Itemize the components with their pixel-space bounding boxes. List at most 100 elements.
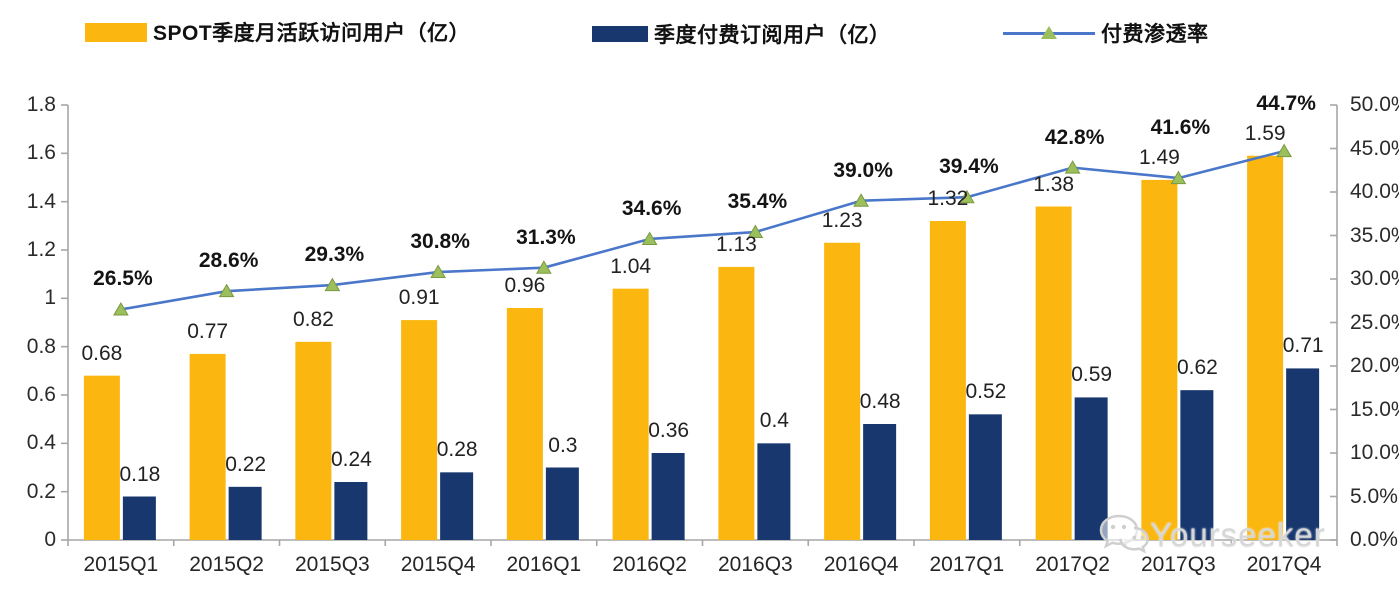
y-axis-tick-label: 1.8 xyxy=(26,93,56,116)
subscribers-bar xyxy=(228,486,262,540)
y-axis-tick-label: 0.4 xyxy=(26,431,56,455)
subscribers-value-label: 0.48 xyxy=(859,390,901,413)
x-axis-tick-label: 2015Q1 xyxy=(83,553,159,576)
x-axis-tick-label: 2016Q1 xyxy=(506,553,582,576)
subscribers-value-label: 0.22 xyxy=(225,452,267,476)
y2-axis-tick-label: 25.0% xyxy=(1350,310,1399,334)
penetration-value-label: 42.8% xyxy=(1044,125,1105,149)
y2-axis-tick-label: 40.0% xyxy=(1350,180,1399,203)
mau-bar xyxy=(1035,206,1072,540)
subscribers-value-label: 0.36 xyxy=(648,419,690,442)
subscribers-value-label: 0.62 xyxy=(1176,356,1218,380)
mau-bar xyxy=(718,266,755,540)
y2-axis-tick-label: 0.0% xyxy=(1350,528,1398,551)
penetration-value-label: 28.6% xyxy=(198,249,259,273)
mau-bar xyxy=(1141,179,1178,540)
subscribers-bar xyxy=(334,482,368,540)
mau-value-label: 0.77 xyxy=(187,319,229,343)
subscribers-bar xyxy=(757,443,791,540)
subscribers-value-label: 0.3 xyxy=(548,433,578,457)
x-axis-tick-label: 2017Q3 xyxy=(1141,553,1216,576)
legend-item-mau: SPOT季度月活跃访问用户（亿） xyxy=(85,19,470,45)
penetration-value-label: 34.6% xyxy=(621,196,682,220)
subscribers-value-label: 0.59 xyxy=(1071,363,1113,387)
penetration-marker xyxy=(1064,160,1081,174)
penetration-marker xyxy=(959,189,975,204)
mau-value-label: 1.04 xyxy=(610,254,652,278)
x-axis-tick-label: 2015Q3 xyxy=(295,553,370,576)
penetration-value-label: 29.3% xyxy=(304,243,365,267)
penetration-marker xyxy=(747,224,764,239)
mau-legend-swatch xyxy=(85,22,147,42)
penetration-marker xyxy=(853,193,869,207)
triangle-marker-icon xyxy=(1041,26,1057,39)
y2-axis-tick-label: 35.0% xyxy=(1350,223,1399,247)
x-axis-tick-label: 2017Q4 xyxy=(1246,553,1322,576)
mau-bar xyxy=(295,341,332,540)
subscribers-value-label: 0.28 xyxy=(436,438,478,462)
subscribers-value-label: 0.18 xyxy=(119,462,161,486)
penetration-value-label: 39.0% xyxy=(833,158,893,182)
penetration-value-label: 44.7% xyxy=(1256,91,1316,115)
x-axis-tick-label: 2017Q1 xyxy=(929,553,1005,576)
subscribers-legend-swatch xyxy=(592,26,648,42)
penetration-value-label: 39.4% xyxy=(939,155,999,179)
mau-bar xyxy=(506,308,543,540)
x-axis-tick-label: 2016Q2 xyxy=(612,553,687,576)
mau-value-label: 0.68 xyxy=(81,341,123,365)
y-axis-tick-label: 0.6 xyxy=(26,383,56,406)
y2-axis-tick-label: 30.0% xyxy=(1350,267,1399,290)
mau-value-label: 1.23 xyxy=(821,208,863,232)
penetration-marker xyxy=(218,283,235,298)
mau-value-label: 1.13 xyxy=(715,232,757,256)
penetration-value-label: 41.6% xyxy=(1150,115,1211,139)
penetration-marker xyxy=(1276,143,1293,158)
y-axis-tick-label: 0.2 xyxy=(26,479,56,503)
penetration-legend-swatch xyxy=(1003,23,1095,43)
x-axis-tick-label: 2015Q4 xyxy=(400,553,476,576)
mau-value-label: 0.96 xyxy=(504,274,546,297)
legend-item-subscribers: 季度付费订阅用户（亿） xyxy=(592,21,891,47)
subscribers-bar xyxy=(440,472,474,540)
subscribers-bar xyxy=(545,467,579,540)
penetration-marker xyxy=(430,264,446,279)
penetration-value-label: 26.5% xyxy=(93,267,153,291)
subscribers-legend-label: 季度付费订阅用户（亿） xyxy=(654,24,891,47)
penetration-value-label: 35.4% xyxy=(727,190,788,214)
y2-axis-tick-label: 20.0% xyxy=(1350,354,1399,377)
subscribers-bar xyxy=(122,496,156,540)
mau-bar xyxy=(612,288,649,540)
mau-value-label: 1.59 xyxy=(1244,121,1286,145)
y-axis-tick-label: 1.4 xyxy=(26,189,56,213)
subscribers-value-label: 0.24 xyxy=(330,448,372,471)
subscribers-value-label: 0.52 xyxy=(965,380,1007,404)
mau-bar xyxy=(824,242,861,540)
subscribers-bar xyxy=(1180,390,1214,540)
penetration-marker xyxy=(324,277,341,292)
y-axis-tick-label: 1 xyxy=(44,286,56,310)
subscribers-value-label: 0.71 xyxy=(1282,334,1324,358)
penetration-line xyxy=(120,149,1285,311)
mau-legend-label: SPOT季度月活跃访问用户（亿） xyxy=(153,22,471,45)
legend-item-penetration: 付费渗透率 xyxy=(1003,20,1209,46)
penetration-legend-label: 付费渗透率 xyxy=(1101,23,1209,46)
y2-axis-tick-label: 15.0% xyxy=(1350,397,1399,421)
y-axis-tick-label: 1.2 xyxy=(26,238,56,261)
subscribers-bar xyxy=(1286,368,1320,540)
subscribers-bar xyxy=(651,453,685,540)
x-axis-tick-label: 2016Q4 xyxy=(823,553,899,576)
penetration-value-label: 30.8% xyxy=(410,230,470,254)
y-axis-tick-label: 1.6 xyxy=(26,141,56,165)
mau-value-label: 0.91 xyxy=(398,286,440,310)
y2-axis-tick-label: 5.0% xyxy=(1350,484,1398,508)
mau-value-label: 1.49 xyxy=(1138,145,1180,169)
subscribers-bar xyxy=(1074,397,1108,540)
mau-value-label: 1.38 xyxy=(1033,172,1075,196)
penetration-marker xyxy=(641,231,658,245)
mau-bar xyxy=(401,320,438,540)
y2-axis-tick-label: 10.0% xyxy=(1350,441,1399,464)
subscribers-bar xyxy=(863,424,897,540)
subscribers-bar xyxy=(968,414,1002,540)
